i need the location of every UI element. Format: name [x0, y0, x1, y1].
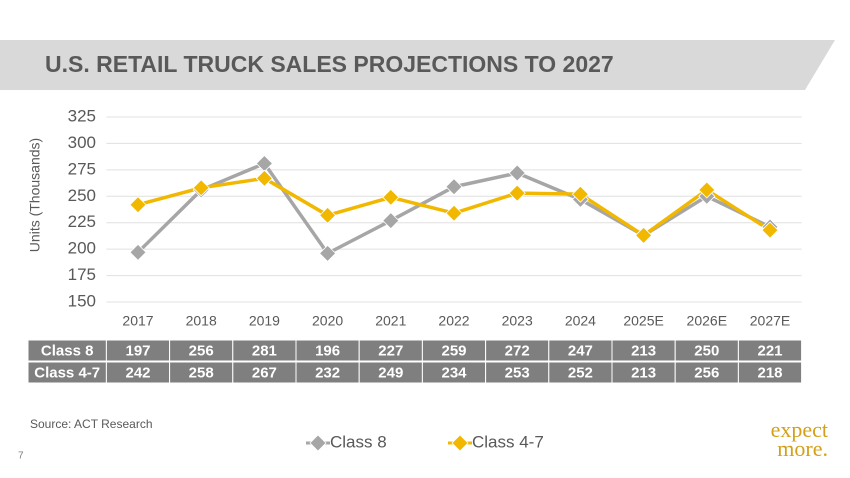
- table-value: 253: [505, 364, 530, 381]
- table-value: 247: [568, 342, 593, 359]
- data-point: [319, 244, 337, 262]
- table-value: 249: [378, 364, 403, 381]
- logo-text: more.: [777, 436, 828, 461]
- table-value: 252: [568, 364, 593, 381]
- y-tick-label: 300: [68, 133, 96, 152]
- table-value: 242: [125, 364, 150, 381]
- y-tick-label: 250: [68, 186, 96, 205]
- legend-label: Class 4-7: [472, 432, 544, 451]
- data-point: [508, 164, 526, 182]
- table-value: 256: [189, 342, 214, 359]
- slide-title: U.S. RETAIL TRUCK SALES PROJECTIONS TO 2…: [45, 51, 614, 77]
- table-value: 196: [315, 342, 340, 359]
- data-point: [382, 212, 400, 230]
- x-tick-label: 2021: [375, 313, 406, 329]
- table-value: 267: [252, 364, 277, 381]
- table-value: 197: [125, 342, 150, 359]
- data-point: [698, 181, 716, 199]
- x-tick-label: 2022: [438, 313, 469, 329]
- data-point: [255, 169, 273, 187]
- data-point: [445, 204, 463, 222]
- page-number: 7: [18, 451, 24, 462]
- table-value: 258: [189, 364, 214, 381]
- table-value: 250: [694, 342, 719, 359]
- y-tick-label: 200: [68, 239, 96, 258]
- table-value: 281: [252, 342, 277, 359]
- table-value: 259: [441, 342, 466, 359]
- data-point: [508, 184, 526, 202]
- x-tick-label: 2026E: [687, 313, 727, 329]
- table-row-label: Class 8: [41, 342, 94, 359]
- x-tick-label: 2018: [186, 313, 217, 329]
- x-tick-label: 2019: [249, 313, 280, 329]
- x-tick-label: 2027E: [750, 313, 790, 329]
- table-value: 256: [694, 364, 719, 381]
- y-tick-label: 325: [68, 106, 96, 125]
- table-value: 272: [505, 342, 530, 359]
- table-cell: [737, 339, 803, 362]
- chart: 150 175 200 225 250 275 300 325 2017 2018 2019 2020…: [27, 106, 803, 452]
- x-tick-label: 2024: [565, 313, 596, 329]
- table-value: 227: [378, 342, 403, 359]
- x-tick-label: 2020: [312, 313, 343, 329]
- table-value: 234: [441, 364, 467, 381]
- data-point: [445, 178, 463, 196]
- table-row-label: Class 4-7: [34, 364, 100, 381]
- y-tick-label: 150: [68, 291, 96, 310]
- table-value: 213: [631, 342, 656, 359]
- data-point: [382, 188, 400, 206]
- legend-label: Class 8: [330, 432, 387, 451]
- legend-marker: [309, 434, 327, 452]
- table-value: 218: [757, 364, 782, 381]
- data-point: [129, 196, 147, 214]
- title-banner: [0, 40, 835, 90]
- y-axis-label: Units (Thousands): [27, 138, 43, 252]
- legend-marker: [451, 434, 469, 452]
- x-tick-label: 2025E: [623, 313, 663, 329]
- y-tick-label: 175: [68, 265, 96, 284]
- data-point: [192, 179, 210, 197]
- source-note: Source: ACT Research: [30, 417, 153, 431]
- y-tick-label: 225: [68, 212, 96, 231]
- data-point: [319, 206, 337, 224]
- data-point: [635, 226, 653, 244]
- table-value: 213: [631, 364, 656, 381]
- x-tick-label: 2017: [122, 313, 153, 329]
- logo-text: expect: [771, 417, 828, 442]
- table-cell: [737, 361, 803, 384]
- data-point: [571, 185, 589, 203]
- table-value: 221: [757, 342, 782, 359]
- table-value: 232: [315, 364, 340, 381]
- data-point: [761, 221, 779, 239]
- x-tick-label: 2023: [502, 313, 533, 329]
- data-point: [129, 243, 147, 261]
- y-tick-label: 275: [68, 159, 96, 178]
